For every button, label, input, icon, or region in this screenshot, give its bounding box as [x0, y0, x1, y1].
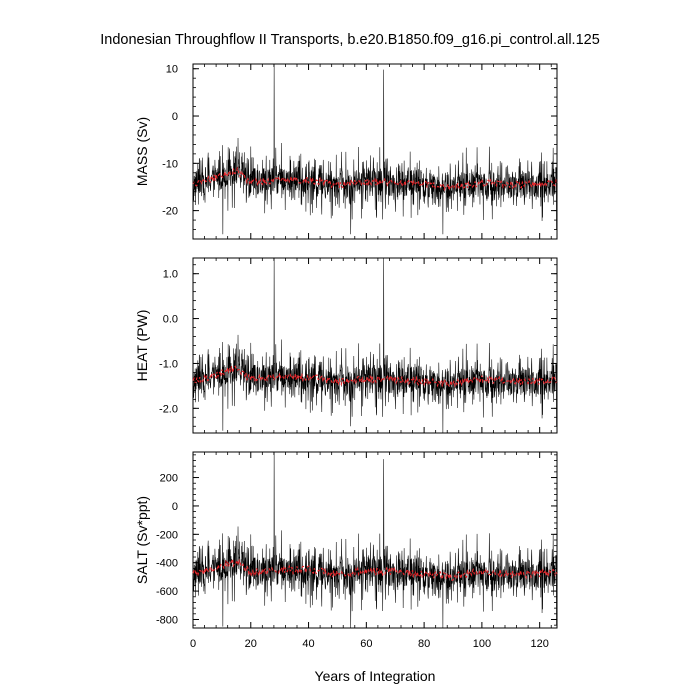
y-tick-label: 0.0 — [163, 314, 178, 326]
y-tick-label: 0 — [172, 501, 178, 513]
y-axis-title-salt: SALT (Sv*ppt) — [134, 496, 150, 584]
raw-series-line-mass — [192, 63, 558, 235]
x-tick-label: 100 — [473, 638, 491, 650]
x-tick-label: 20 — [245, 638, 257, 650]
y-tick-label: -2.0 — [159, 403, 178, 415]
raw-series-line-salt — [192, 451, 558, 629]
x-tick-label: 0 — [190, 638, 196, 650]
y-axis-title-mass: MASS (Sv) — [134, 117, 150, 186]
x-tick-label: 80 — [418, 638, 430, 650]
y-tick-label: -600 — [156, 586, 178, 598]
x-axis-title: Years of Integration — [315, 668, 436, 684]
y-tick-label: -400 — [156, 558, 178, 570]
x-tick-label: 60 — [360, 638, 372, 650]
y-tick-label: -200 — [156, 529, 178, 541]
y-tick-label: 0 — [172, 111, 178, 123]
panel-frame-salt — [192, 451, 558, 629]
y-tick-label: -1.0 — [159, 358, 178, 370]
y-tick-label: -20 — [162, 206, 178, 218]
panel-frame-mass — [192, 63, 558, 240]
chart-title: Indonesian Throughflow II Transports, b.… — [100, 32, 600, 48]
smoothed-series-line-heat — [192, 365, 558, 388]
y-axis-title-heat: HEAT (PW) — [134, 310, 150, 382]
y-tick-label: -10 — [162, 158, 178, 170]
raw-series-line-heat — [192, 257, 558, 434]
y-tick-label: 1.0 — [163, 269, 178, 281]
smoothed-series-line-mass — [192, 166, 558, 192]
y-tick-label: -800 — [156, 614, 178, 626]
smoothed-series-line-salt — [192, 557, 558, 582]
y-tick-label: 10 — [166, 64, 178, 76]
x-tick-label: 120 — [530, 638, 548, 650]
x-tick-label: 40 — [302, 638, 314, 650]
y-tick-label: 200 — [160, 473, 178, 485]
